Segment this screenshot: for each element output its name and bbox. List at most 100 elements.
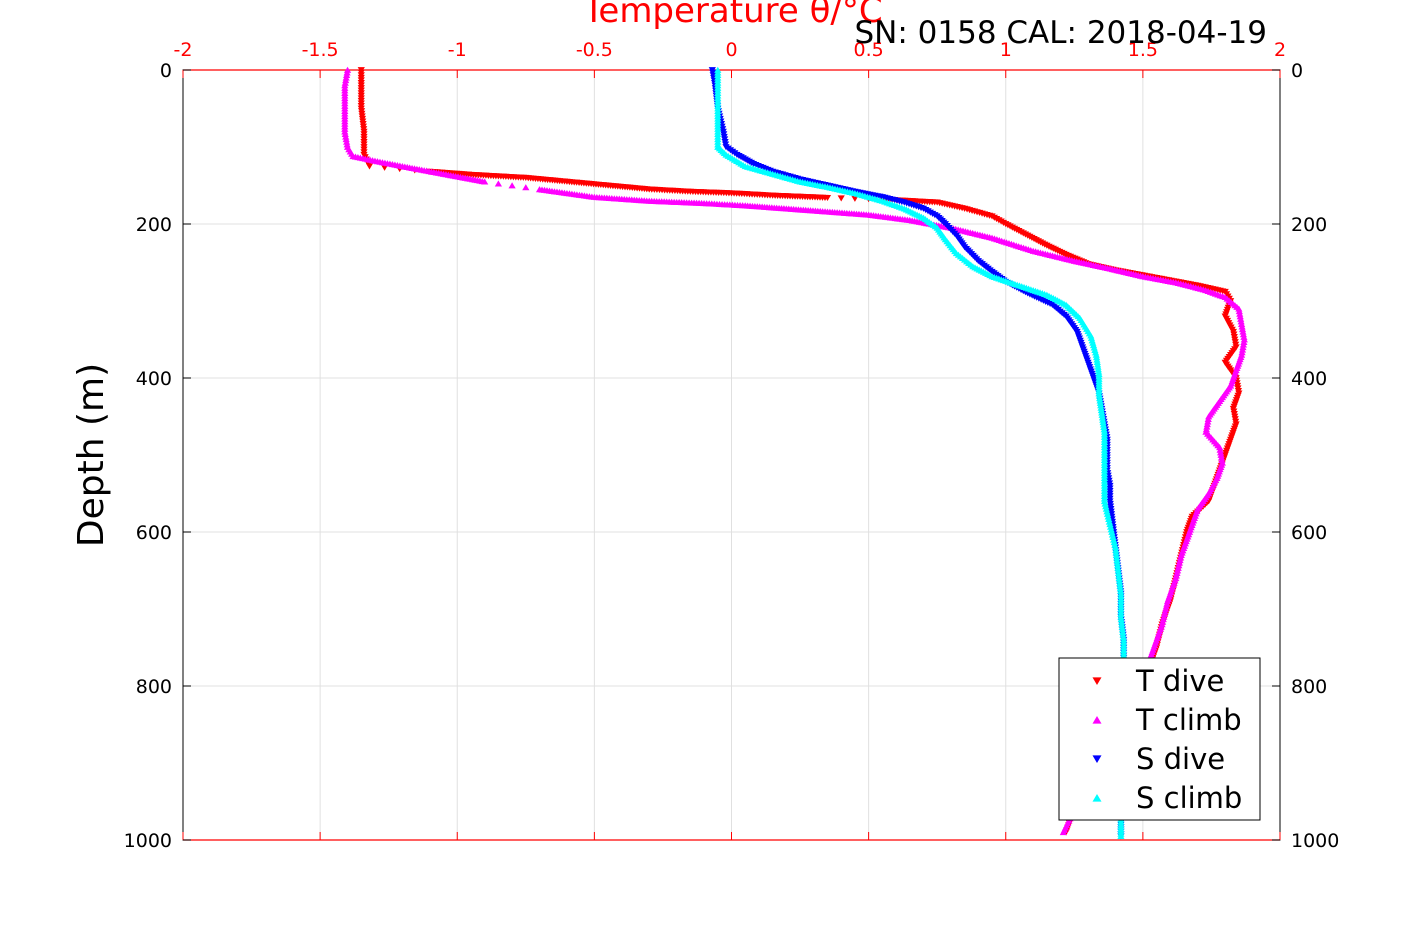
x-tick-label: -1.5 <box>302 39 339 61</box>
data-point <box>1238 346 1247 353</box>
data-point <box>343 138 351 145</box>
data-point <box>1117 613 1125 620</box>
data-point <box>1112 549 1120 556</box>
x-ticks: -2 -1.5 -1 -0.5 0 0.5 1 1.5 2 <box>174 39 1286 840</box>
data-point <box>1105 518 1113 525</box>
data-point <box>341 130 349 138</box>
data-point <box>1216 449 1225 456</box>
series-t-dive <box>357 67 1243 836</box>
legend-label: T dive <box>1135 664 1224 698</box>
data-point <box>1112 546 1120 553</box>
data-point <box>343 141 351 148</box>
data-point <box>1118 623 1126 630</box>
data-point <box>522 184 530 191</box>
y-tick-label-right: 400 <box>1291 368 1327 390</box>
x-tick-label: 2 <box>1274 39 1286 61</box>
y-axis-label: Depth (m) <box>71 363 112 547</box>
serial-calibration-label: SN: 0158 CAL: 2018-04-19 <box>855 15 1268 51</box>
data-point <box>1118 626 1127 633</box>
legend-marker <box>1092 715 1102 724</box>
data-point <box>1113 562 1122 569</box>
data-point <box>1106 523 1115 530</box>
data-point <box>1159 616 1167 623</box>
data-point <box>342 74 350 81</box>
data-point <box>481 178 489 185</box>
data-point <box>1217 454 1226 461</box>
data-point <box>1115 574 1123 582</box>
data-point <box>1240 338 1248 345</box>
data-point <box>1173 569 1181 576</box>
data-point <box>1114 564 1122 571</box>
y-tick-label-right: 800 <box>1291 676 1327 698</box>
data-point <box>1239 328 1247 335</box>
data-point <box>1108 531 1117 538</box>
y-tick-label-left: 600 <box>136 522 172 544</box>
data-point <box>1119 628 1127 635</box>
data-point <box>1110 539 1118 546</box>
data-point <box>823 194 832 202</box>
y-tick-label-left: 1000 <box>124 830 172 852</box>
data-point <box>1115 577 1124 584</box>
data-point <box>1117 616 1125 623</box>
data-point <box>365 163 374 170</box>
data-point <box>343 69 351 76</box>
data-point <box>1239 343 1247 351</box>
data-point <box>1119 633 1127 641</box>
data-point <box>1218 456 1226 464</box>
data-point <box>1239 331 1248 338</box>
data-point <box>1236 313 1244 320</box>
data-point <box>494 180 502 187</box>
data-point <box>1101 500 1109 507</box>
data-point <box>343 66 352 73</box>
x-tick-label: -2 <box>174 39 193 61</box>
chart-title: Temperature θ/°C <box>582 0 882 31</box>
data-point <box>1177 551 1185 558</box>
data-point <box>1106 521 1114 528</box>
data-point <box>1102 503 1110 510</box>
data-point <box>1111 544 1120 551</box>
data-point <box>1059 829 1067 836</box>
data-point <box>1116 580 1124 587</box>
data-point <box>1116 582 1124 589</box>
data-point <box>1204 418 1212 425</box>
data-point <box>1108 528 1116 535</box>
data-point <box>1216 446 1224 453</box>
y-tick-label-left: 0 <box>160 60 172 82</box>
y-ticks: 0 0 200 200 400 400 600 600 800 800 1000 1000 <box>124 60 1340 852</box>
y-tick-label-right: 1000 <box>1291 830 1339 852</box>
data-point <box>1109 533 1117 541</box>
data-point <box>341 79 349 86</box>
data-point <box>1238 349 1246 356</box>
legend-marker <box>1092 755 1102 764</box>
data-point <box>1119 631 1127 638</box>
data-point <box>1216 444 1224 451</box>
data-point <box>1114 569 1123 576</box>
data-point <box>1160 610 1169 618</box>
data-point <box>1160 613 1168 620</box>
data-point <box>1238 320 1246 327</box>
data-point <box>1110 536 1118 543</box>
data-point <box>1104 513 1112 520</box>
data-point <box>1115 572 1123 579</box>
y-tick-label-right: 200 <box>1291 214 1327 236</box>
data-point <box>1172 572 1180 579</box>
data-point <box>342 77 350 84</box>
y-tick-label-left: 400 <box>136 368 172 390</box>
data-point <box>1117 832 1125 840</box>
data-point <box>1117 587 1125 594</box>
data-point <box>1240 336 1248 343</box>
data-point <box>1217 451 1225 458</box>
data-point <box>1239 341 1248 348</box>
data-point <box>1238 325 1247 333</box>
data-point <box>1174 564 1182 571</box>
legend-label: S dive <box>1136 742 1225 776</box>
data-point <box>1162 605 1170 612</box>
data-point <box>1159 618 1167 625</box>
data-point <box>1105 515 1113 523</box>
data-point <box>1238 323 1246 330</box>
data-point <box>1113 556 1121 564</box>
y-tick-label-left: 800 <box>136 676 172 698</box>
x-tick-label: 1.5 <box>1128 39 1158 61</box>
data-point <box>343 71 351 79</box>
data-point <box>1205 413 1213 420</box>
